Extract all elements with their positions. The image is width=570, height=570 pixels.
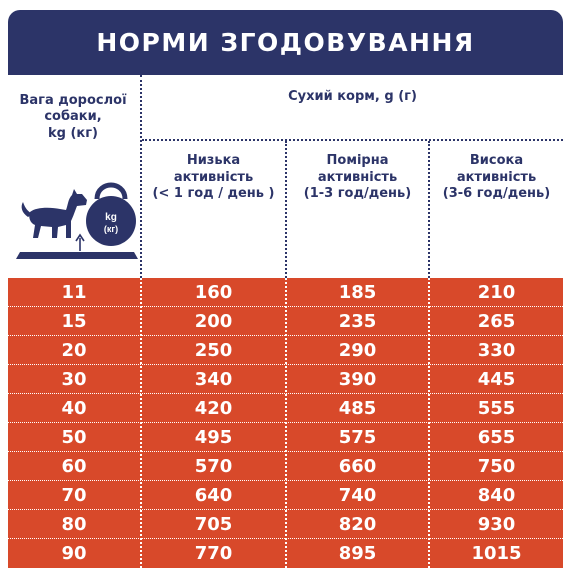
high-activity-cell: 210 — [477, 282, 516, 303]
moderate-activity-cell: 290 — [338, 340, 377, 361]
moderate-activity-cell: 820 — [338, 514, 377, 535]
moderate-activity-cell: 185 — [338, 282, 377, 303]
moderate-activity-cell: 390 — [338, 369, 377, 390]
header-divider-vertical — [428, 141, 430, 278]
weight-cell: 50 — [61, 427, 87, 448]
low-activity-cell: 640 — [194, 485, 233, 506]
table-row: 50 495 575 655 — [8, 423, 563, 452]
moderate-activity-cell: 740 — [338, 485, 377, 506]
dry-food-header: Сухий корм, g (г) — [288, 89, 417, 104]
scale-platform-icon — [16, 252, 138, 259]
table-row: 15 200 235 265 — [8, 307, 563, 336]
high-activity-cell: 930 — [477, 514, 516, 535]
moderate-activity-cell: 660 — [338, 456, 377, 477]
weight-cell: 60 — [61, 456, 87, 477]
table-row: 90 770 895 1015 — [8, 539, 563, 568]
feeding-table-body: 11 160 185 210 15 200 235 265 20 250 290 330 30 340 39… — [8, 278, 563, 568]
low-activity-cell: 770 — [194, 543, 233, 564]
header-divider-vertical — [285, 141, 287, 278]
moderate-activity-cell: 895 — [338, 543, 377, 564]
table-row: 20 250 290 330 — [8, 336, 563, 365]
high-activity-cell: 655 — [477, 427, 516, 448]
table-row: 30 340 390 445 — [8, 365, 563, 394]
low-activity-cell: 340 — [194, 369, 233, 390]
high-activity-cell: 750 — [477, 456, 516, 477]
kettlebell-kg-ua-text: (кг) — [104, 224, 118, 234]
high-activity-cell: 840 — [477, 485, 516, 506]
kettlebell-icon: kg (кг) — [86, 182, 136, 246]
column-divider — [428, 278, 430, 568]
low-activity-cell: 570 — [194, 456, 233, 477]
low-activity-cell: 160 — [194, 282, 233, 303]
table-row: 11 160 185 210 — [8, 278, 563, 307]
moderate-activity-cell: 235 — [338, 311, 377, 332]
feeding-norms-card: НОРМИ ЗГОДОВУВАННЯ Вага дорослої собаки,… — [8, 10, 563, 568]
moderate-activity-cell: 485 — [338, 398, 377, 419]
header-divider-vertical — [140, 75, 142, 278]
title-banner: НОРМИ ЗГОДОВУВАННЯ — [8, 10, 563, 75]
low-activity-cell: 420 — [194, 398, 233, 419]
header-divider-horizontal — [142, 139, 563, 141]
low-activity-cell: 495 — [194, 427, 233, 448]
column-divider — [285, 278, 287, 568]
high-activity-header: Висока активність (3-6 год/день) — [442, 153, 551, 202]
table-row: 60 570 660 750 — [8, 452, 563, 481]
weight-cell: 30 — [61, 369, 87, 390]
high-activity-cell: 1015 — [471, 543, 522, 564]
high-activity-cell: 555 — [477, 398, 516, 419]
column-divider — [140, 278, 142, 568]
weight-cell: 20 — [61, 340, 87, 361]
weight-cell: 80 — [61, 514, 87, 535]
scale-arrow-icon — [75, 233, 85, 251]
high-activity-cell: 330 — [477, 340, 516, 361]
high-activity-cell: 445 — [477, 369, 516, 390]
moderate-activity-header: Помірна активність (1-3 год/день) — [303, 153, 412, 202]
weight-cell: 11 — [61, 282, 87, 303]
low-activity-cell: 250 — [194, 340, 233, 361]
weight-cell: 40 — [61, 398, 87, 419]
table-row: 40 420 485 555 — [8, 394, 563, 423]
low-activity-cell: 705 — [194, 514, 233, 535]
weight-column-header: Вага дорослої собаки, kg (кг) — [19, 93, 127, 141]
page-title: НОРМИ ЗГОДОВУВАННЯ — [96, 28, 475, 57]
table-header: Вага дорослої собаки, kg (кг) Сухий корм… — [8, 75, 563, 278]
moderate-activity-cell: 575 — [338, 427, 377, 448]
weight-cell: 90 — [61, 543, 87, 564]
weight-cell: 15 — [61, 311, 87, 332]
table-row: 80 705 820 930 — [8, 510, 563, 539]
dog-icon — [21, 189, 87, 238]
table-row: 70 640 740 840 — [8, 481, 563, 510]
low-activity-header: Низька активність (< 1 год / день ) — [152, 153, 275, 202]
high-activity-cell: 265 — [477, 311, 516, 332]
dog-weight-illustration: kg (кг) — [16, 182, 138, 259]
kettlebell-kg-text: kg — [105, 212, 117, 223]
weight-cell: 70 — [61, 485, 87, 506]
low-activity-cell: 200 — [194, 311, 233, 332]
